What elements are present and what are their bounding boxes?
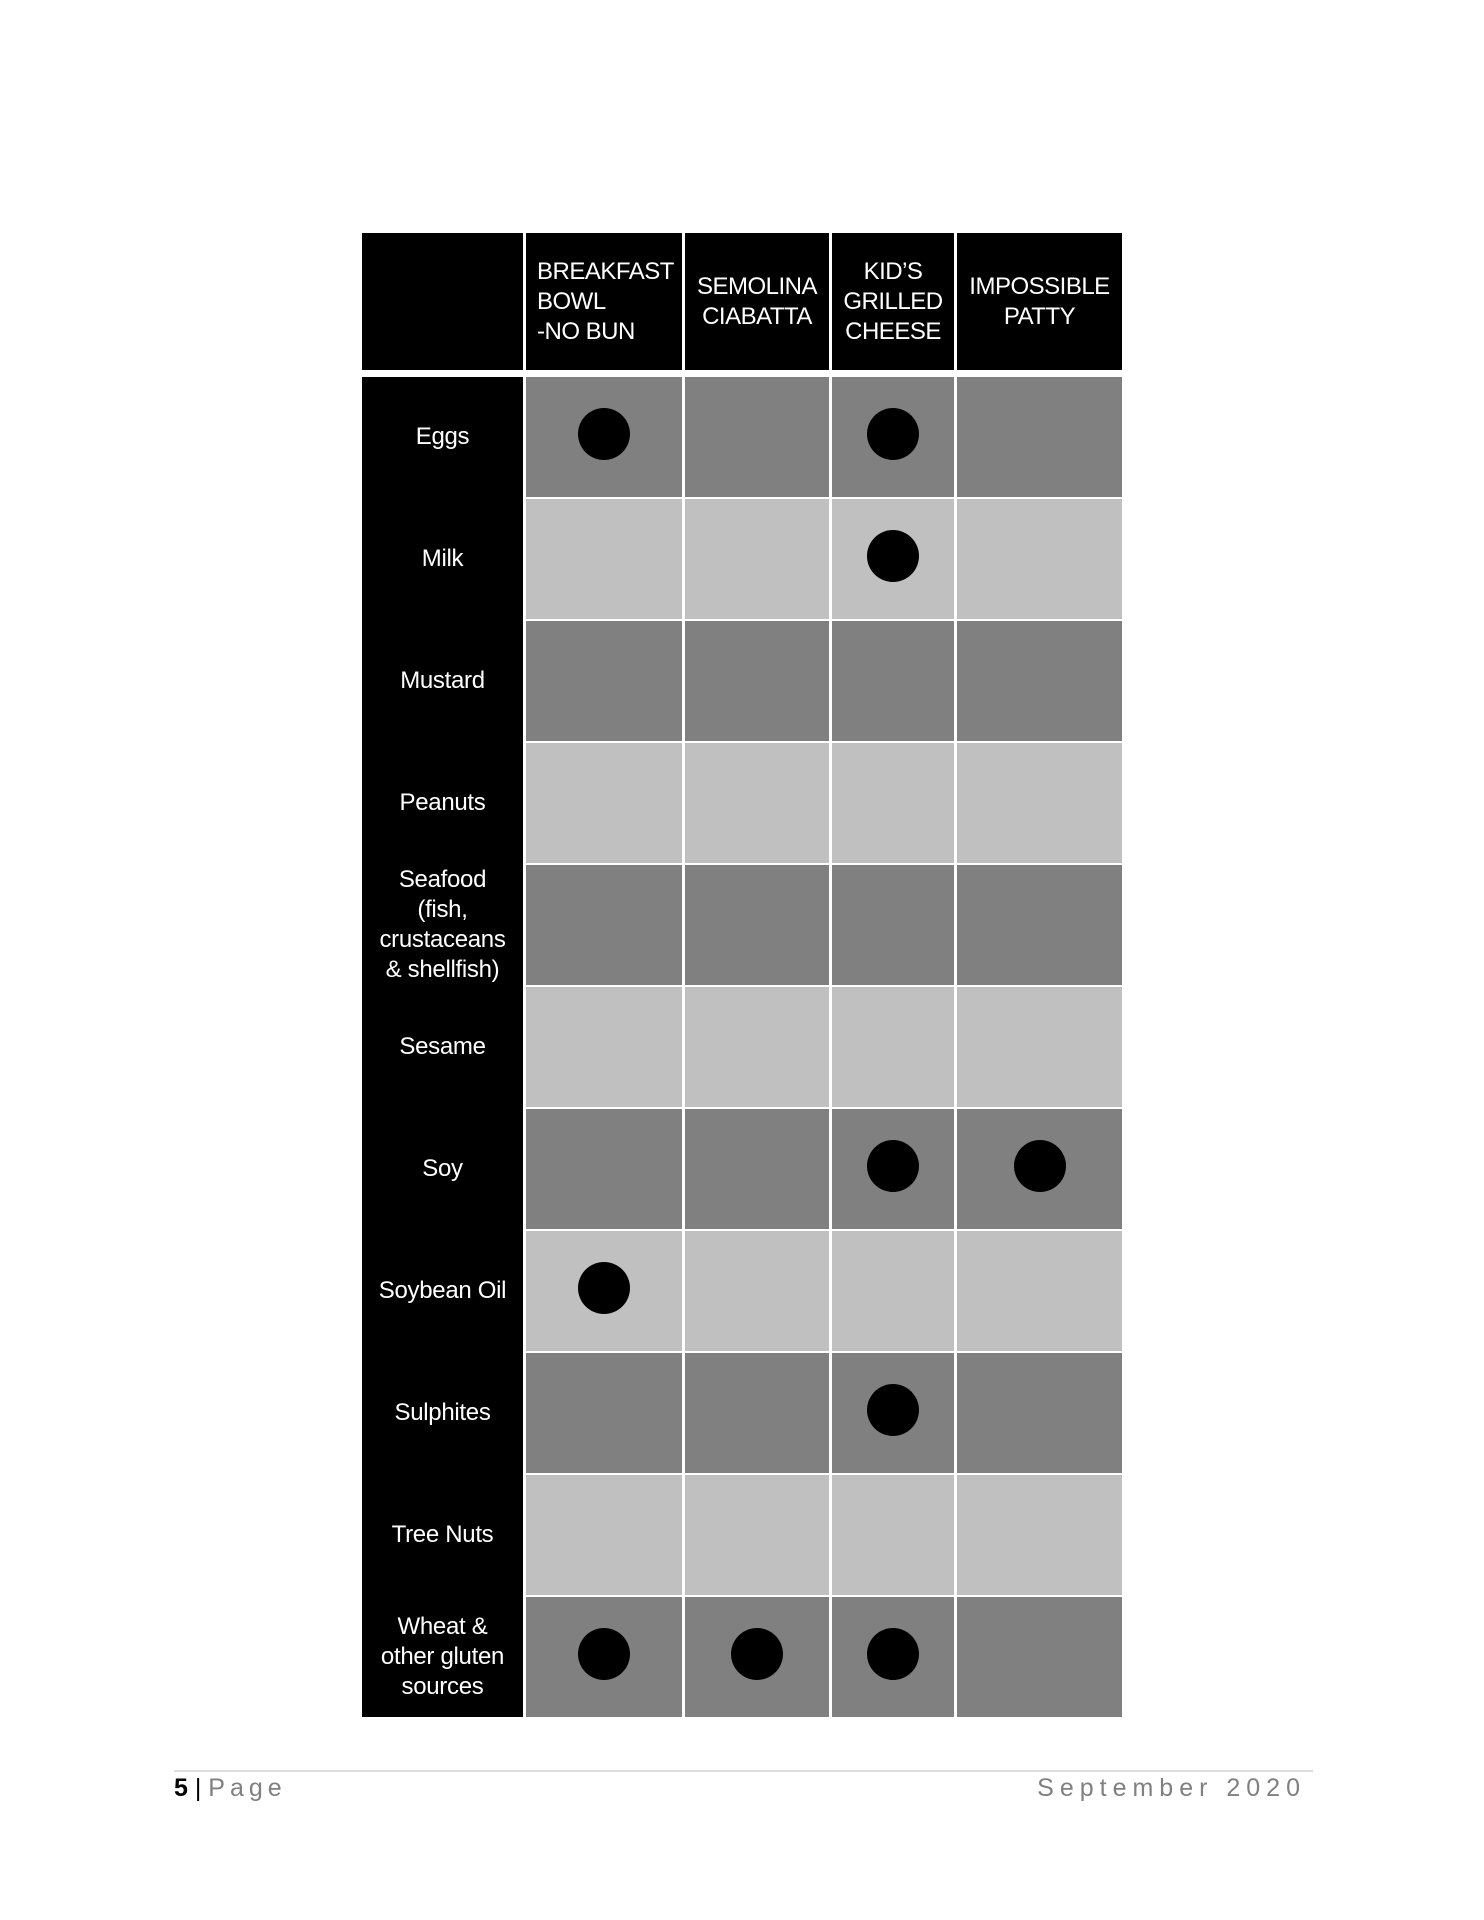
table-cell xyxy=(832,987,954,1107)
table-cell xyxy=(685,1231,829,1351)
row-label-column xyxy=(362,377,523,1717)
table-row: Sulphites xyxy=(362,1353,1122,1473)
allergen-label: Mustard xyxy=(400,667,485,694)
column-header-label: IMPOSSIBLE PATTY xyxy=(969,272,1110,330)
footer-divider xyxy=(174,1770,1313,1772)
page-number: 5 xyxy=(174,1774,188,1802)
column-header: IMPOSSIBLE PATTY xyxy=(957,233,1122,370)
table-cell xyxy=(685,865,829,985)
table-row: Wheat & other gluten sources xyxy=(362,1597,1122,1717)
table-cell xyxy=(685,1109,829,1229)
table-cell xyxy=(526,499,682,619)
table-row: Seafood (fish, crustaceans & shellfish) xyxy=(362,865,1122,985)
column-header-label: SEMOLINA CIABATTA xyxy=(696,272,818,330)
table-cell xyxy=(957,621,1122,741)
table-cell xyxy=(526,743,682,863)
allergen-label: Wheat & other gluten sources xyxy=(380,1613,505,1700)
contains-dot-icon xyxy=(578,1262,630,1314)
table-cell xyxy=(526,1109,682,1229)
table-cell xyxy=(832,1475,954,1595)
column-header: SEMOLINA CIABATTA xyxy=(685,233,829,370)
header-row: BREAKFAST BOWL -NO BUN SEMOLINA CIABATTA… xyxy=(362,233,1122,370)
allergen-label: Soybean Oil xyxy=(378,1277,507,1304)
table-cell xyxy=(526,621,682,741)
contains-dot-icon xyxy=(867,1140,919,1192)
table-cell xyxy=(957,499,1122,619)
table-cell xyxy=(957,1231,1122,1351)
allergen-label: Sulphites xyxy=(394,1399,491,1426)
table-cell xyxy=(957,1353,1122,1473)
contains-dot-icon xyxy=(731,1628,783,1680)
table-cell xyxy=(832,621,954,741)
allergen-label: Tree Nuts xyxy=(391,1521,494,1548)
table-row: Mustard xyxy=(362,621,1122,741)
table-cell xyxy=(832,499,954,619)
table-cell xyxy=(957,377,1122,497)
table-cell xyxy=(685,499,829,619)
table-cell xyxy=(526,1231,682,1351)
table-cell xyxy=(526,377,682,497)
contains-dot-icon xyxy=(1013,1140,1066,1192)
contains-dot-icon xyxy=(578,1628,630,1680)
footer-date: September 2020 xyxy=(1037,1774,1306,1802)
table-cell xyxy=(832,1597,954,1717)
header-corner xyxy=(362,233,523,370)
allergen-label: Sesame xyxy=(399,1033,486,1060)
table-cell xyxy=(957,865,1122,985)
page-separator: | xyxy=(187,1774,209,1802)
table-cell xyxy=(685,1353,829,1473)
table-row: Soy xyxy=(362,1109,1122,1229)
contains-dot-icon xyxy=(578,408,630,460)
allergen-label: Eggs xyxy=(415,423,470,450)
allergen-label: Soy xyxy=(422,1155,463,1182)
table-row: Peanuts xyxy=(362,743,1122,863)
table-cell xyxy=(832,377,954,497)
table-cell xyxy=(957,987,1122,1107)
table-cell xyxy=(832,1231,954,1351)
table-row: Tree Nuts xyxy=(362,1475,1122,1595)
table-cell xyxy=(832,865,954,985)
table-cell xyxy=(685,1597,829,1717)
table-cell xyxy=(526,1353,682,1473)
table-cell xyxy=(832,1353,954,1473)
table-cell xyxy=(526,987,682,1107)
table-cell xyxy=(832,1109,954,1229)
table-cell xyxy=(685,1475,829,1595)
column-header-label: KID’S GRILLED CHEESE xyxy=(843,257,943,345)
table-cell xyxy=(957,1597,1122,1717)
table-cell xyxy=(685,743,829,863)
contains-dot-icon xyxy=(867,530,919,582)
table-row: Milk xyxy=(362,499,1122,619)
allergen-label: Peanuts xyxy=(399,789,486,816)
table-cell xyxy=(685,987,829,1107)
table-cell xyxy=(957,1475,1122,1595)
allergen-table: BREAKFAST BOWL -NO BUN SEMOLINA CIABATTA… xyxy=(362,233,1122,1719)
column-header: BREAKFAST BOWL -NO BUN xyxy=(526,233,682,370)
footer-page: 5 | Page xyxy=(174,1774,287,1803)
contains-dot-icon xyxy=(867,1384,919,1436)
table-row: Sesame xyxy=(362,987,1122,1107)
table-cell xyxy=(957,1109,1122,1229)
column-header-label: BREAKFAST BOWL -NO BUN xyxy=(537,257,674,345)
table-row: Eggs xyxy=(362,377,1122,497)
contains-dot-icon xyxy=(867,408,919,460)
table-row: Soybean Oil xyxy=(362,1231,1122,1351)
table-cell xyxy=(526,1475,682,1595)
contains-dot-icon xyxy=(867,1628,919,1680)
table-cell xyxy=(957,743,1122,863)
table-cell xyxy=(526,865,682,985)
table-cell xyxy=(685,621,829,741)
table-cell xyxy=(832,743,954,863)
allergen-label: Milk xyxy=(421,545,464,572)
page-word: Page xyxy=(208,1774,287,1802)
column-header: KID’S GRILLED CHEESE xyxy=(832,233,954,370)
allergen-label: Seafood (fish, crustaceans & shellfish) xyxy=(379,866,506,983)
table-body: Eggs Milk Mustard Peanuts Seafood (fish, cru… xyxy=(362,377,1122,1717)
table-cell xyxy=(526,1597,682,1717)
table-cell xyxy=(685,377,829,497)
